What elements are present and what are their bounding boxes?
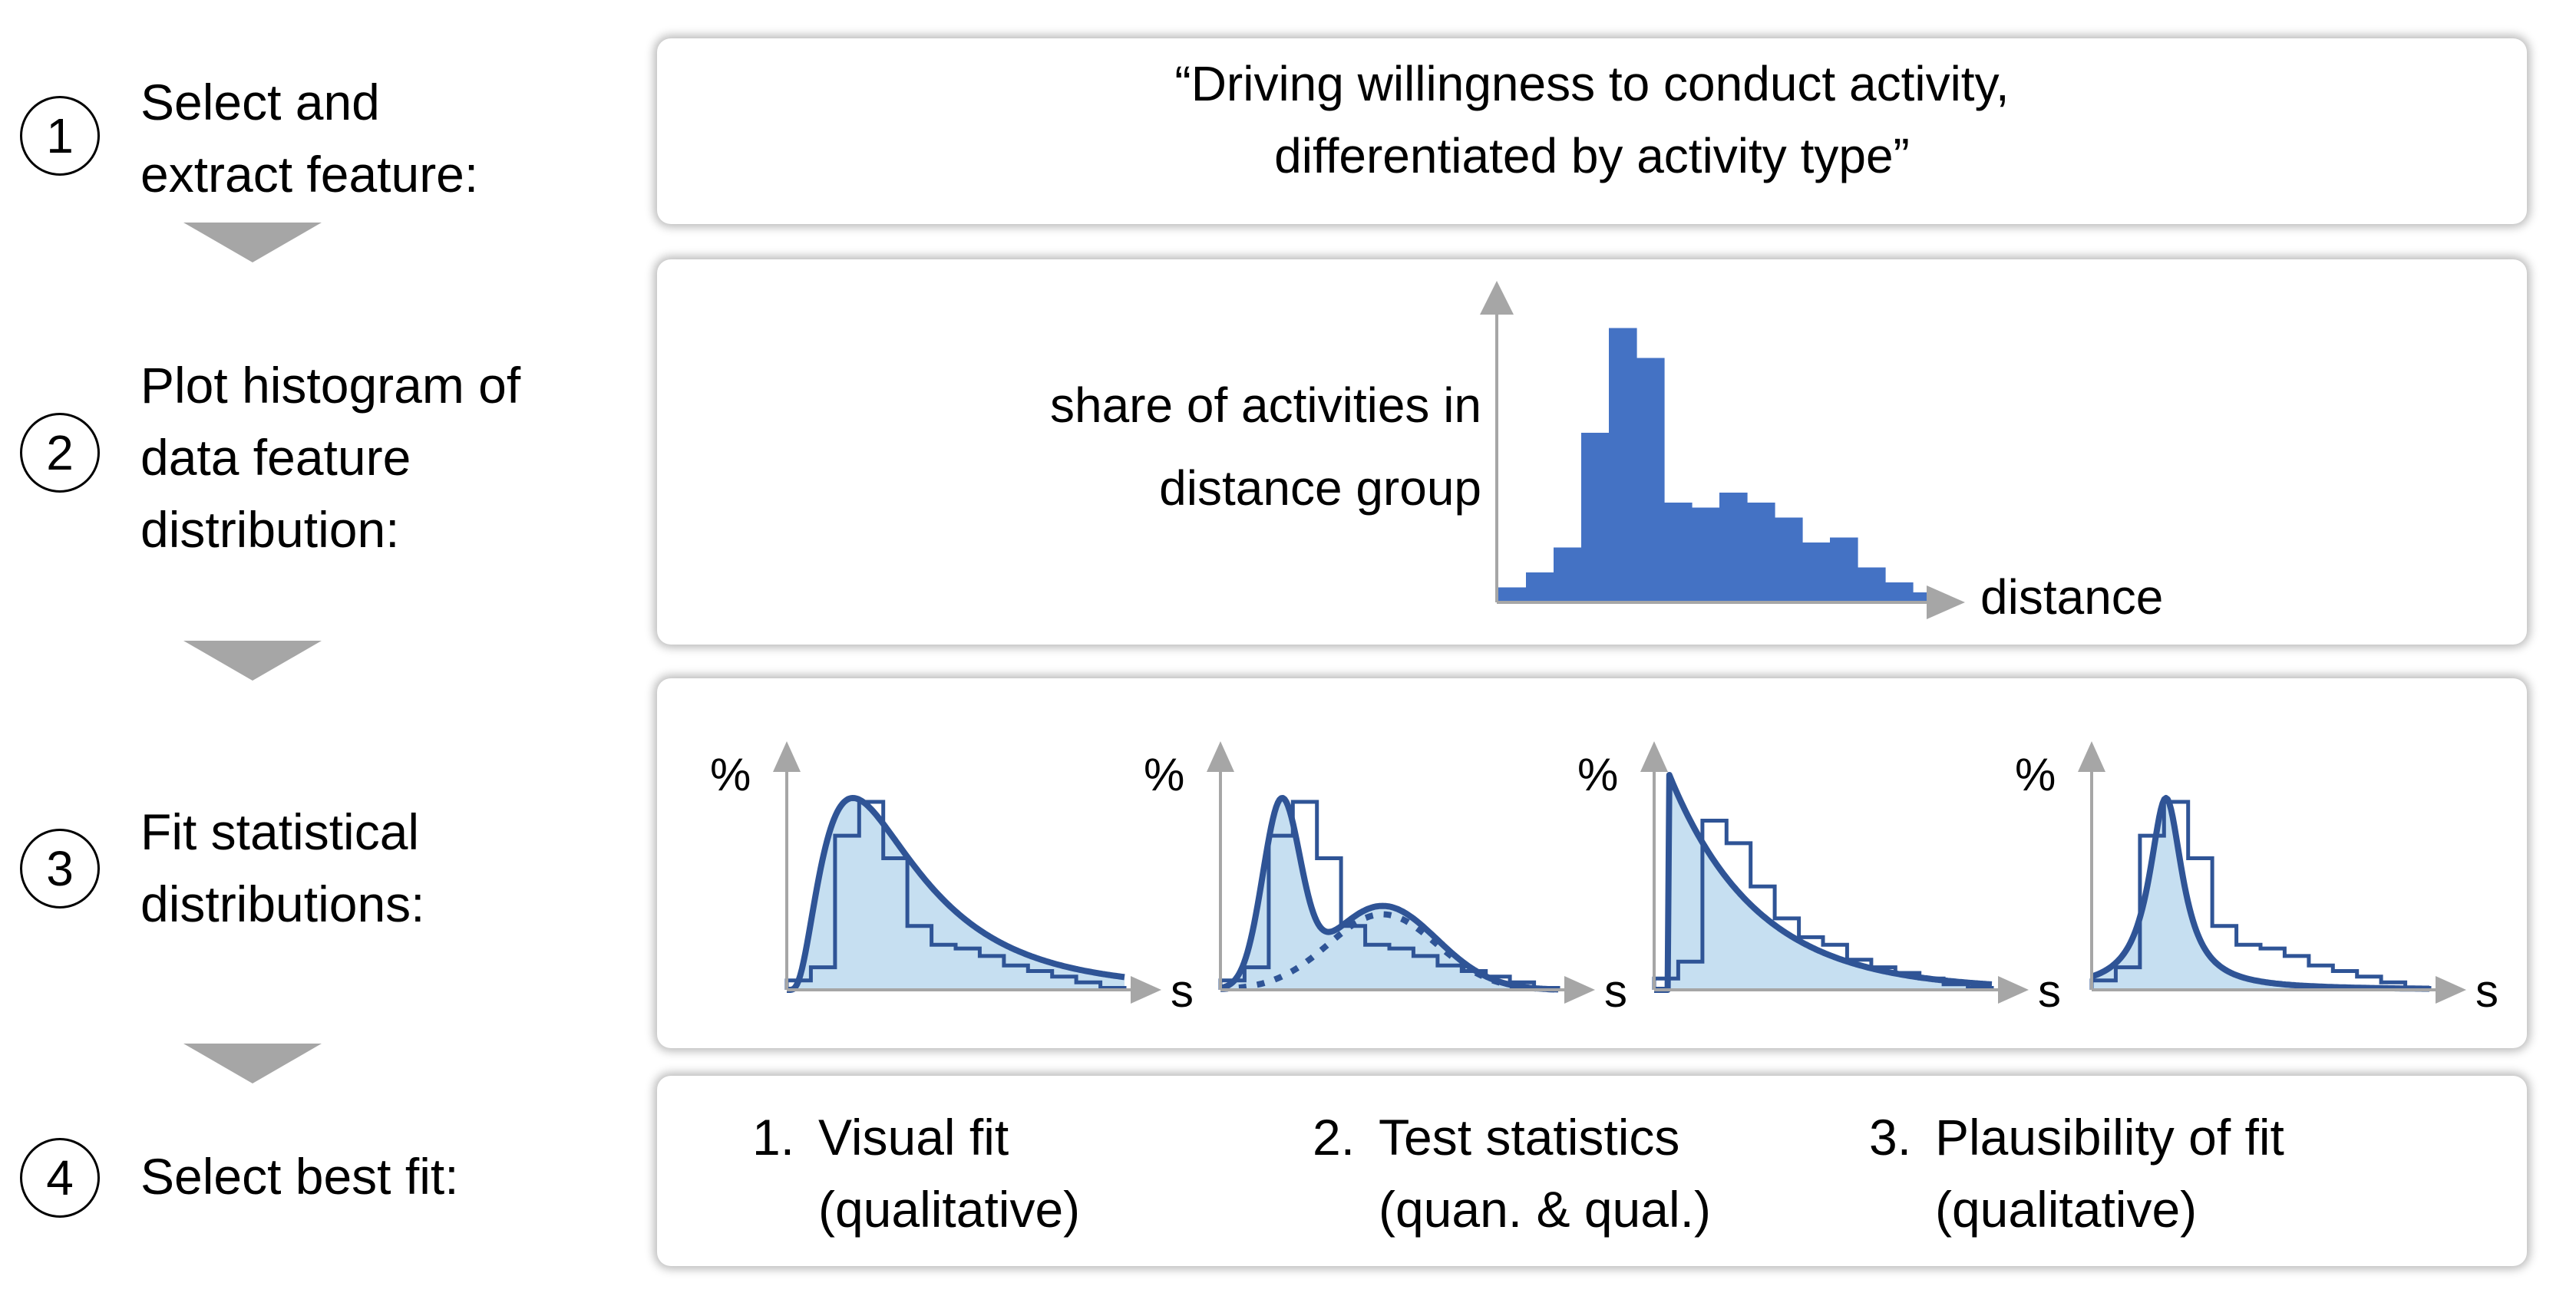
step-4-label: Select best fit: <box>140 1148 459 1205</box>
fit-curve-4 <box>2090 795 2431 992</box>
criterion-2-note: (quan. & qual.) <box>1379 1181 1711 1238</box>
histogram-x-arrowhead <box>1927 585 1965 619</box>
histogram-bar-14 <box>1858 567 1886 602</box>
fit-x-arrowhead-3 <box>1998 976 2029 1004</box>
fit-area-3 <box>1654 775 1992 990</box>
fit-y-label-3: % <box>1577 749 1618 800</box>
histogram-bar-11 <box>1775 517 1803 602</box>
histogram-ylabel-line2: distance group <box>1159 460 1481 516</box>
histogram-bar-10 <box>1747 503 1775 602</box>
fit-plot-1: %s <box>710 741 1194 1017</box>
fit-area-2 <box>1220 798 1558 990</box>
fit-x-label-3: s <box>2038 965 2061 1017</box>
step-3-label: Fit statistical distributions: <box>140 803 425 932</box>
best-fit-panel <box>657 1076 2527 1266</box>
criterion-3-number: 3. <box>1869 1109 1912 1166</box>
histogram-bar-13 <box>1830 537 1858 602</box>
flow-arrow-1-2 <box>183 223 322 262</box>
fit-histogram-outline-4 <box>2089 800 2432 990</box>
histogram-chart: share of activities in distance group di… <box>1050 281 2163 625</box>
criterion-2-title: Test statistics <box>1379 1109 1680 1166</box>
fit-x-label-1: s <box>1171 965 1194 1017</box>
fit-plot-2: %s <box>1144 741 1627 1017</box>
histogram-bar-1 <box>1498 587 1527 602</box>
flow-arrow-3-4 <box>183 1044 322 1083</box>
histogram-bar-4 <box>1581 433 1610 602</box>
fit-y-label-4: % <box>2015 749 2056 800</box>
fit-x-arrowhead-2 <box>1564 976 1595 1004</box>
fit-histogram-outline-2 <box>1218 800 1560 990</box>
fit-area-1 <box>787 798 1125 990</box>
fit-y-label-2: % <box>1144 749 1184 800</box>
step-2-number: 2 <box>20 413 100 493</box>
feature-panel <box>657 38 2527 224</box>
histogram-bar-9 <box>1719 493 1748 602</box>
histogram-bar-7 <box>1664 503 1693 602</box>
criterion-1-title: Visual fit <box>818 1109 1009 1166</box>
histogram-bar-15 <box>1885 582 1914 602</box>
criterion-1: 1. Visual fit (qualitative) <box>752 1101 1182 1245</box>
fit-x-arrowhead-4 <box>2436 976 2466 1004</box>
histogram-bar-5 <box>1609 328 1637 602</box>
step-3-number: 3 <box>20 829 100 909</box>
step-1-number: 1 <box>20 96 100 176</box>
step-1-label: Select and extract feature: <box>140 74 479 203</box>
histogram-ylabel-line1: share of activities in <box>1050 378 1481 433</box>
criterion-3-note: (qualitative) <box>1935 1181 2198 1238</box>
fit-curve-3 <box>1653 772 1993 993</box>
step-2-label: Plot histogram of data feature distribut… <box>140 357 521 558</box>
histogram-y-arrowhead <box>1480 281 1514 315</box>
histogram-bar-8 <box>1692 507 1720 602</box>
histogram-xlabel: distance <box>1980 569 2163 625</box>
histogram-bar-2 <box>1526 572 1554 602</box>
criterion-3-title: Plausibility of fit <box>1935 1109 2284 1166</box>
fit-curve-1 <box>785 795 1126 993</box>
fit-plot-3: %s <box>1577 741 2061 1017</box>
histogram-bar-6 <box>1636 358 1665 602</box>
criterion-2: 2. Test statistics (quan. & qual.) <box>1313 1101 1773 1245</box>
fit-y-label-1: % <box>710 749 751 800</box>
criterion-2-number: 2. <box>1313 1109 1356 1166</box>
step-4-number: 4 <box>20 1138 100 1218</box>
fit-area-4 <box>2092 798 2429 990</box>
fit-x-label-4: s <box>2475 965 2498 1017</box>
fit-component-curve <box>1220 911 1559 993</box>
fit-plot-4: %s <box>2015 741 2498 1017</box>
histogram-bar-3 <box>1554 547 1582 602</box>
criterion-1-number: 1. <box>752 1109 795 1166</box>
fit-y-arrowhead-3 <box>1640 741 1668 772</box>
fit-y-arrowhead-2 <box>1207 741 1234 772</box>
fit-curve-2 <box>1219 795 1560 993</box>
flow-arrow-2-3 <box>183 641 322 681</box>
fit-histogram-outline-1 <box>784 800 1127 990</box>
criterion-3: 3. Plausibility of fit (qualitative) <box>1869 1101 2360 1245</box>
histogram-bars <box>1498 328 1941 602</box>
fit-plots: %s%s%s%s <box>710 741 2498 1017</box>
fit-y-arrowhead-4 <box>2078 741 2105 772</box>
histogram-bar-12 <box>1802 542 1831 602</box>
fit-x-label-2: s <box>1604 965 1627 1017</box>
fit-y-arrowhead-1 <box>773 741 801 772</box>
fit-x-arrowhead-1 <box>1131 976 1161 1004</box>
criterion-1-note: (qualitative) <box>818 1181 1081 1238</box>
feature-quote: “Driving willingness to conduct activity… <box>1174 56 2010 183</box>
